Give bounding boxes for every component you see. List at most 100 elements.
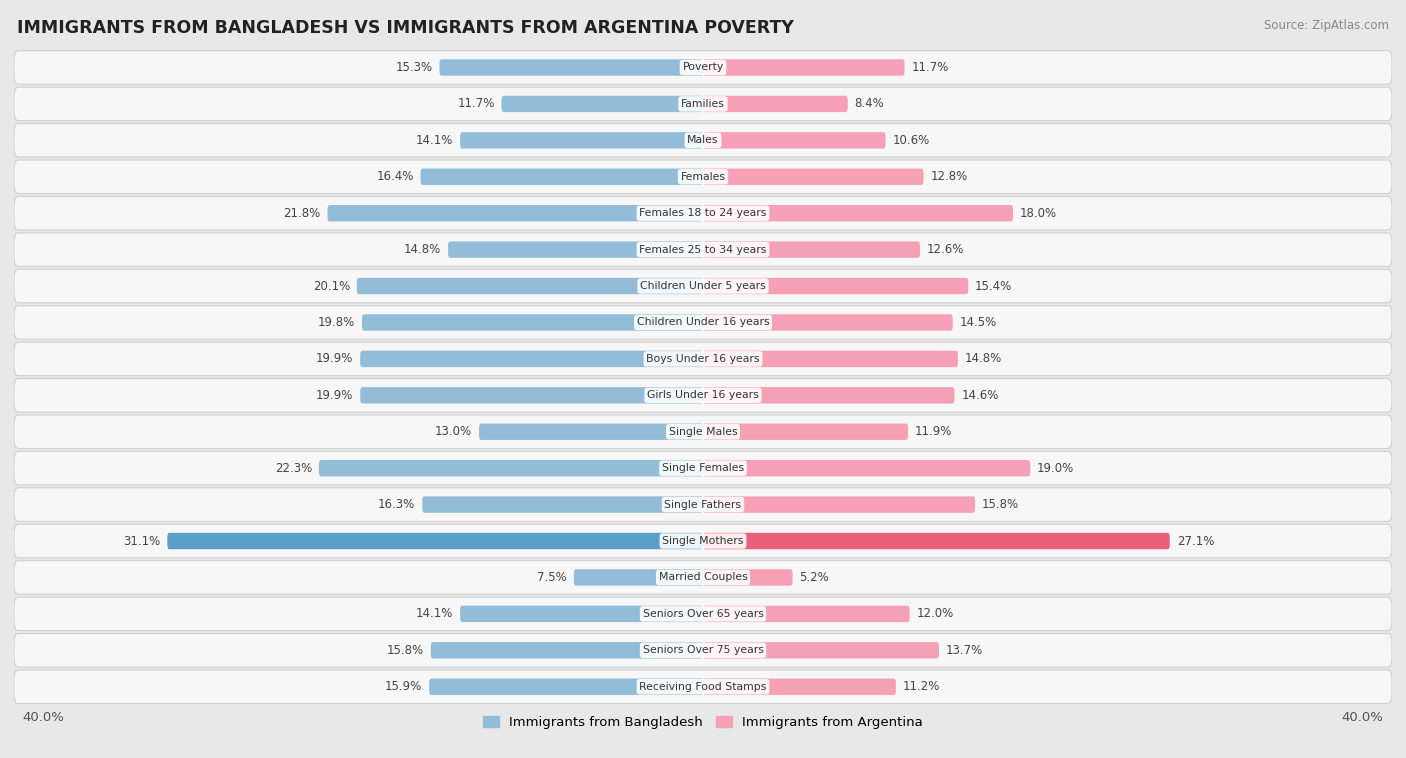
Text: 19.9%: 19.9% [316,352,353,365]
Text: Single Fathers: Single Fathers [665,500,741,509]
FancyBboxPatch shape [502,96,703,112]
Text: Boys Under 16 years: Boys Under 16 years [647,354,759,364]
FancyBboxPatch shape [14,342,1392,376]
Text: 15.8%: 15.8% [387,644,425,656]
FancyBboxPatch shape [703,496,976,513]
FancyBboxPatch shape [14,124,1392,157]
FancyBboxPatch shape [460,606,703,622]
Text: 11.9%: 11.9% [915,425,952,438]
FancyBboxPatch shape [460,132,703,149]
FancyBboxPatch shape [703,569,793,586]
FancyBboxPatch shape [703,315,953,330]
Text: 14.5%: 14.5% [960,316,997,329]
Text: Poverty: Poverty [682,62,724,73]
Text: 10.6%: 10.6% [893,134,929,147]
Text: 19.9%: 19.9% [316,389,353,402]
Text: 21.8%: 21.8% [284,207,321,220]
Text: 11.7%: 11.7% [911,61,949,74]
Text: 14.8%: 14.8% [404,243,441,256]
FancyBboxPatch shape [430,642,703,659]
Text: Single Females: Single Females [662,463,744,473]
FancyBboxPatch shape [14,160,1392,193]
Text: 15.3%: 15.3% [395,61,433,74]
FancyBboxPatch shape [328,205,703,221]
FancyBboxPatch shape [357,278,703,294]
Text: 11.7%: 11.7% [457,98,495,111]
Text: 5.2%: 5.2% [800,571,830,584]
FancyBboxPatch shape [574,569,703,586]
FancyBboxPatch shape [703,132,886,149]
FancyBboxPatch shape [703,678,896,695]
FancyBboxPatch shape [422,496,703,513]
FancyBboxPatch shape [360,387,703,403]
Text: Single Males: Single Males [669,427,737,437]
Legend: Immigrants from Bangladesh, Immigrants from Argentina: Immigrants from Bangladesh, Immigrants f… [478,711,928,735]
Text: 12.8%: 12.8% [931,171,967,183]
FancyBboxPatch shape [14,51,1392,84]
FancyBboxPatch shape [360,351,703,367]
Text: 13.0%: 13.0% [434,425,472,438]
Text: Source: ZipAtlas.com: Source: ZipAtlas.com [1264,19,1389,32]
Text: 27.1%: 27.1% [1177,534,1213,547]
Text: 7.5%: 7.5% [537,571,567,584]
FancyBboxPatch shape [361,315,703,330]
FancyBboxPatch shape [703,59,904,76]
Text: Females: Females [681,172,725,182]
FancyBboxPatch shape [14,525,1392,558]
Text: Girls Under 16 years: Girls Under 16 years [647,390,759,400]
FancyBboxPatch shape [703,533,1170,550]
FancyBboxPatch shape [479,424,703,440]
Text: 8.4%: 8.4% [855,98,884,111]
Text: Receiving Food Stamps: Receiving Food Stamps [640,681,766,692]
Text: 40.0%: 40.0% [22,711,65,724]
Text: 14.6%: 14.6% [962,389,998,402]
FancyBboxPatch shape [319,460,703,476]
FancyBboxPatch shape [703,278,969,294]
FancyBboxPatch shape [703,642,939,659]
Text: 11.2%: 11.2% [903,680,941,694]
FancyBboxPatch shape [14,670,1392,703]
FancyBboxPatch shape [14,378,1392,412]
Text: Males: Males [688,136,718,146]
Text: Females 25 to 34 years: Females 25 to 34 years [640,245,766,255]
Text: Single Mothers: Single Mothers [662,536,744,546]
FancyBboxPatch shape [14,269,1392,302]
FancyBboxPatch shape [14,634,1392,667]
FancyBboxPatch shape [703,96,848,112]
FancyBboxPatch shape [14,488,1392,522]
FancyBboxPatch shape [703,351,957,367]
Text: 12.6%: 12.6% [927,243,965,256]
Text: 15.4%: 15.4% [976,280,1012,293]
Text: 40.0%: 40.0% [1341,711,1384,724]
Text: IMMIGRANTS FROM BANGLADESH VS IMMIGRANTS FROM ARGENTINA POVERTY: IMMIGRANTS FROM BANGLADESH VS IMMIGRANTS… [17,19,794,37]
FancyBboxPatch shape [14,597,1392,631]
FancyBboxPatch shape [14,561,1392,594]
Text: 14.1%: 14.1% [416,607,453,620]
FancyBboxPatch shape [703,387,955,403]
Text: Seniors Over 65 years: Seniors Over 65 years [643,609,763,619]
Text: 15.9%: 15.9% [385,680,422,694]
Text: 16.4%: 16.4% [377,171,413,183]
FancyBboxPatch shape [449,241,703,258]
Text: 16.3%: 16.3% [378,498,415,511]
Text: Married Couples: Married Couples [658,572,748,582]
FancyBboxPatch shape [14,87,1392,121]
FancyBboxPatch shape [703,168,924,185]
FancyBboxPatch shape [703,241,920,258]
Text: Children Under 16 years: Children Under 16 years [637,318,769,327]
Text: Females 18 to 24 years: Females 18 to 24 years [640,208,766,218]
Text: 31.1%: 31.1% [124,534,160,547]
FancyBboxPatch shape [703,205,1012,221]
Text: 14.1%: 14.1% [416,134,453,147]
Text: 19.8%: 19.8% [318,316,356,329]
Text: 19.0%: 19.0% [1038,462,1074,475]
FancyBboxPatch shape [14,196,1392,230]
Text: Families: Families [681,99,725,109]
FancyBboxPatch shape [14,415,1392,449]
Text: 20.1%: 20.1% [312,280,350,293]
FancyBboxPatch shape [703,606,910,622]
FancyBboxPatch shape [703,460,1031,476]
FancyBboxPatch shape [429,678,703,695]
FancyBboxPatch shape [167,533,703,550]
Text: 13.7%: 13.7% [946,644,983,656]
